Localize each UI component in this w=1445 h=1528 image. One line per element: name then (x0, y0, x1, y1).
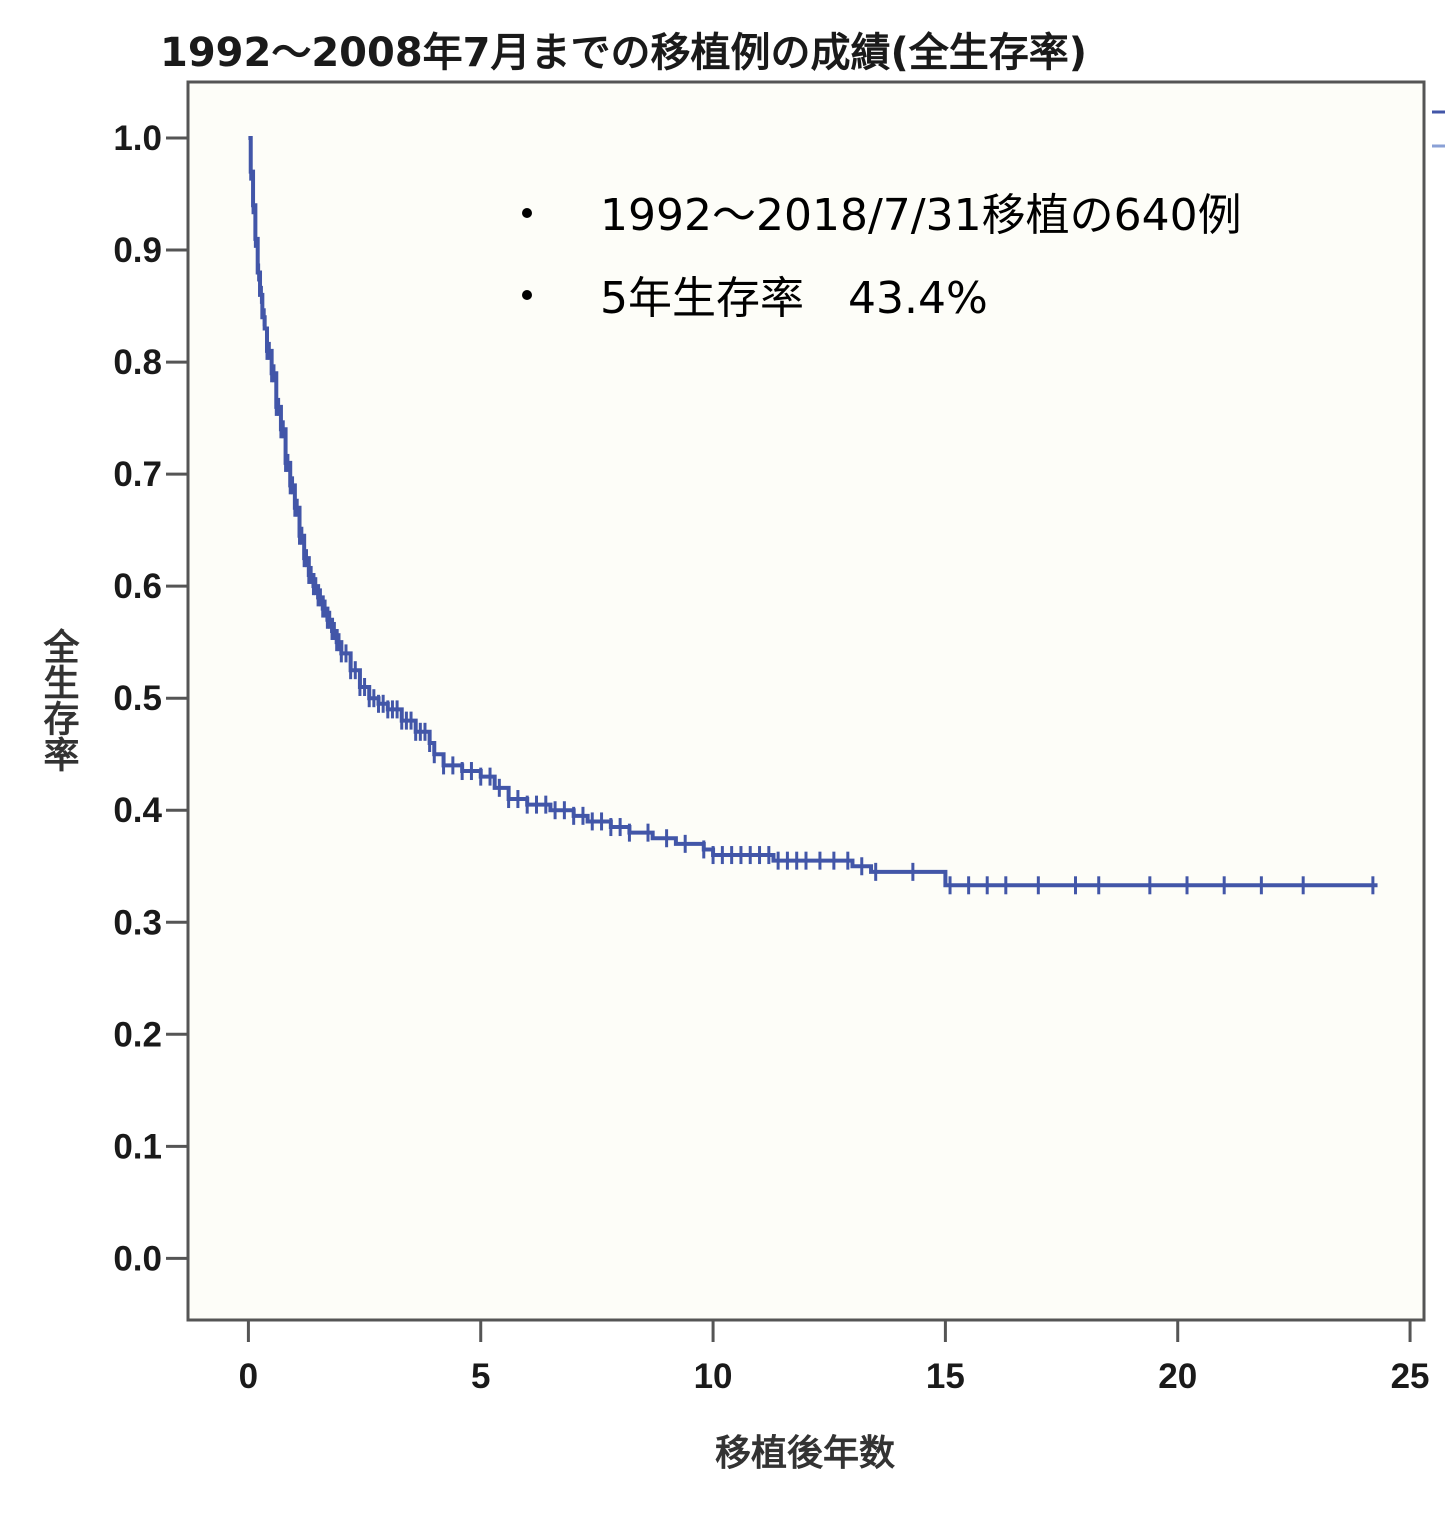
y-tick-label: 1.0 (113, 119, 162, 158)
annotation-5yr-survival: 5年生存率 43.4% (600, 273, 988, 324)
chart-title: 1992～2008年7月までの移植例の成績(全生存率) (160, 30, 1087, 76)
x-tick-label: 25 (1391, 1357, 1430, 1396)
y-tick-label: 0.0 (113, 1239, 162, 1278)
y-tick-label: 0.6 (113, 567, 162, 606)
x-tick-label: 20 (1158, 1357, 1197, 1396)
y-axis-label: 全生存率 (38, 627, 81, 772)
x-tick-label: 0 (239, 1357, 258, 1396)
y-tick-label: 0.7 (113, 455, 162, 494)
annotation-bullet (522, 208, 532, 218)
x-tick-label: 5 (471, 1357, 490, 1396)
annotation-bullet (522, 290, 532, 300)
y-tick-label: 0.2 (113, 1015, 162, 1054)
legend-swatch-partial (1432, 110, 1445, 148)
y-tick-label: 0.5 (113, 679, 162, 718)
y-tick-label: 0.4 (113, 791, 162, 830)
x-tick-label: 15 (926, 1357, 965, 1396)
y-tick-label: 0.9 (113, 231, 162, 270)
annotation-cases: 1992～2018/7/31移植の640例 (600, 190, 1242, 241)
y-axis: 0.0 0.1 0.2 0.3 0.4 0.5 0.6 0.7 0.8 0.9 1.0 (113, 119, 188, 1278)
plot-area (186, 80, 1426, 1322)
x-tick-label: 10 (694, 1357, 733, 1396)
x-axis: 0 5 10 15 20 25 (239, 1320, 1430, 1396)
series-layer (248, 136, 1378, 895)
y-tick-label: 0.3 (113, 903, 162, 942)
x-axis-label: 移植後年数 (715, 1433, 895, 1474)
annotation-box: 1992～2018/7/31移植の640例 5年生存率 43.4% (522, 190, 1242, 324)
y-tick-label: 0.1 (113, 1127, 162, 1166)
y-tick-label: 0.8 (113, 343, 162, 382)
